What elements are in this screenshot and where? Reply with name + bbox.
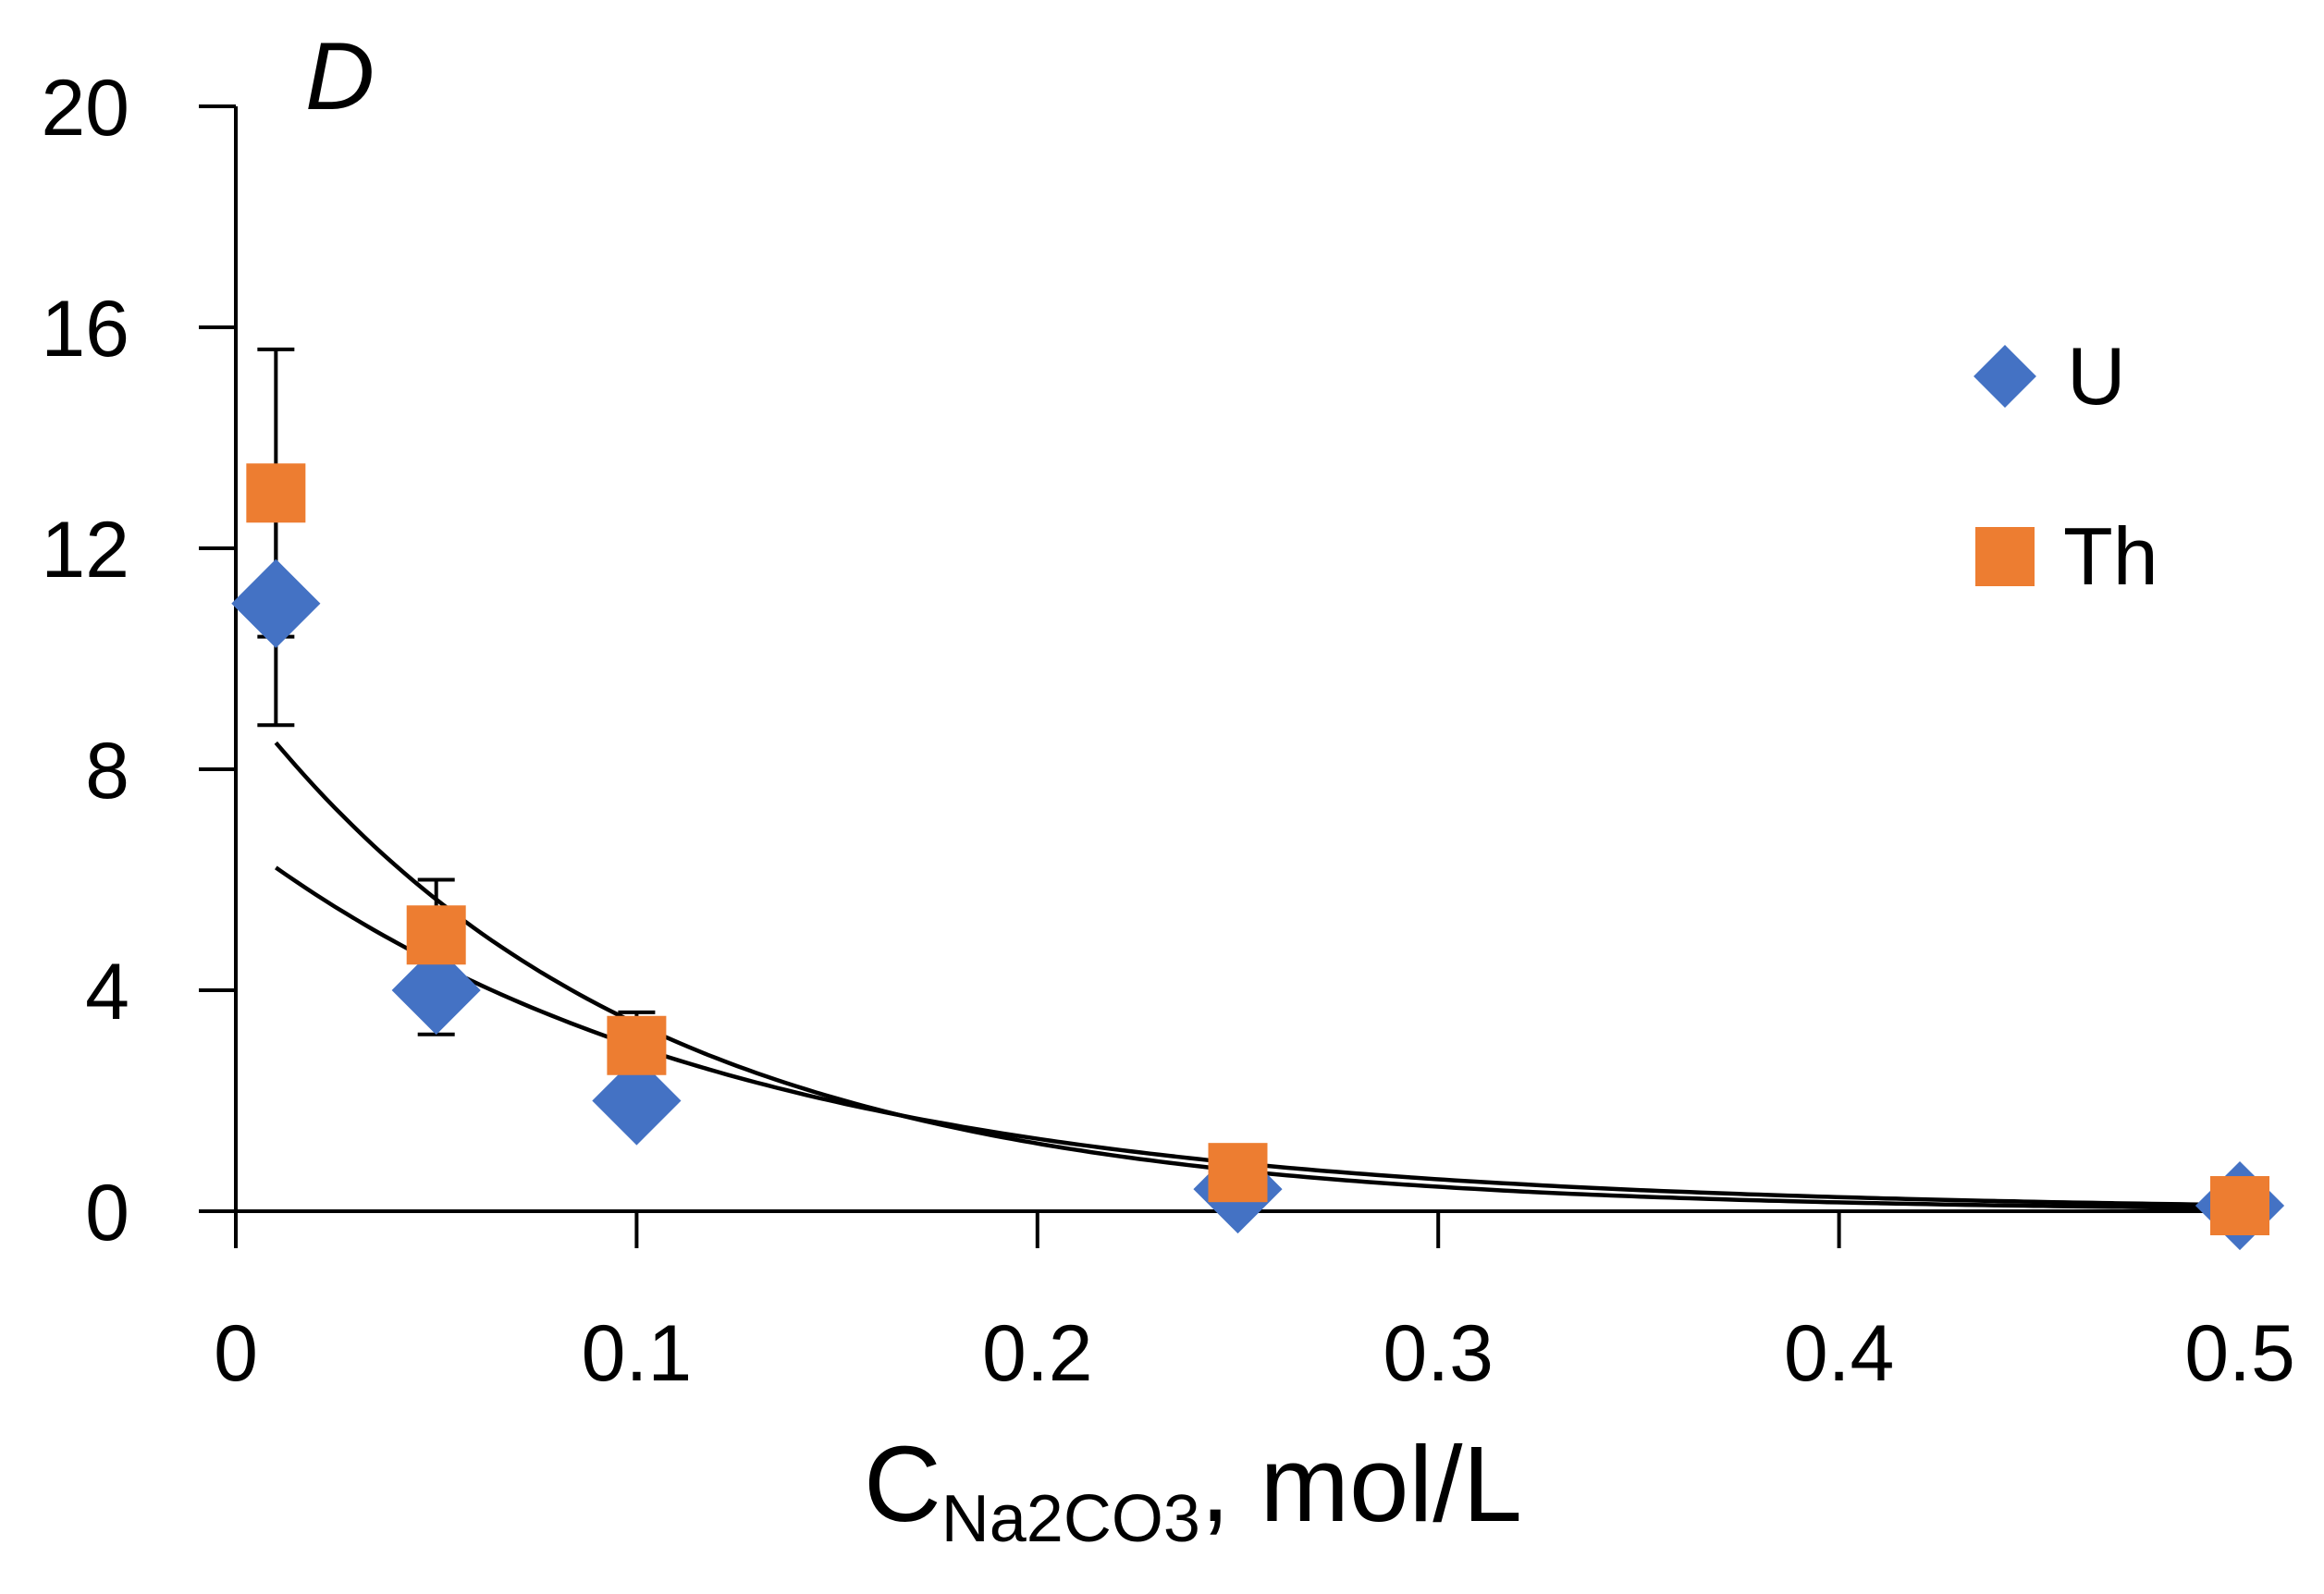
data-point-u [231, 558, 321, 648]
data-point-th [2210, 1176, 2269, 1236]
data-point-th [1208, 1143, 1268, 1203]
x-axis-label-subscript: Na2CO3 [941, 1482, 1200, 1556]
y-tick-label: 16 [41, 285, 129, 374]
data-point-th [607, 1015, 667, 1075]
data-point-u [592, 1056, 682, 1146]
fit-curve-th [274, 741, 2240, 1210]
x-ticks: 0 0.1 0.2 0.3 0.4 0.5 [214, 1211, 2295, 1398]
y-tick-label: 12 [41, 506, 129, 595]
legend-item-th: Th [1975, 510, 2158, 602]
legend-label-u: U [2067, 330, 2126, 422]
data-points [231, 463, 2285, 1251]
data-point-th [406, 905, 466, 965]
data-point-u [391, 945, 481, 1036]
x-tick-label: 0.2 [982, 1309, 1093, 1398]
x-tick-label: 0.3 [1383, 1309, 1494, 1398]
x-tick-label: 0.5 [2184, 1309, 2295, 1398]
x-tick-label: 0.1 [582, 1309, 693, 1398]
y-ticks: 0 4 8 12 16 20 [41, 64, 236, 1257]
x-axis-label: CNa2CO3, mol/L [864, 1424, 1522, 1556]
x-axis-label-main: C [864, 1424, 941, 1544]
legend-marker-th [1975, 527, 2035, 586]
legend-label-th: Th [2063, 510, 2158, 602]
y-axis-label: D [305, 23, 375, 130]
y-tick-label: 8 [85, 727, 129, 815]
x-tick-label: 0.4 [1784, 1309, 1895, 1398]
y-tick-label: 4 [85, 948, 129, 1036]
x-tick-label: 0 [214, 1309, 258, 1398]
fit-curves [274, 741, 2241, 1210]
y-tick-label: 20 [41, 64, 129, 153]
data-point-th [246, 463, 306, 523]
y-tick-label: 0 [85, 1169, 129, 1257]
legend-marker-u [1974, 345, 2036, 408]
legend-item-u: U [1974, 330, 2126, 422]
legend: U Th [1974, 330, 2158, 602]
x-axis-label-suffix: , mol/L [1200, 1424, 1522, 1544]
